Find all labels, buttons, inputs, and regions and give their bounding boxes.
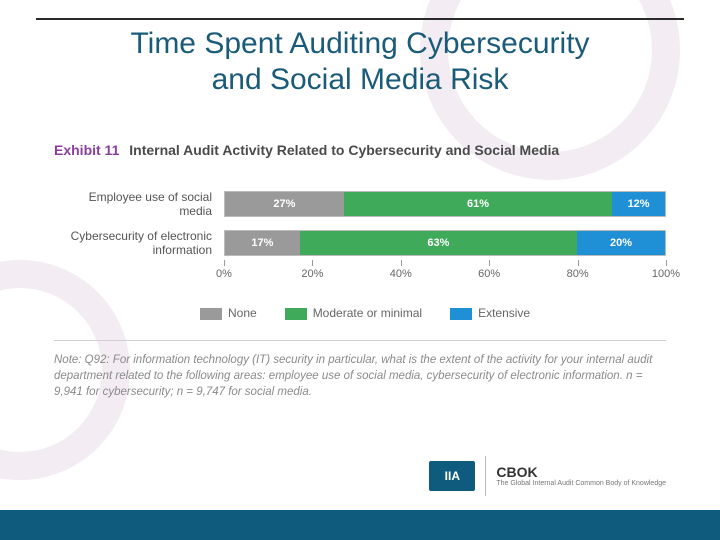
iia-logo: IIA bbox=[429, 461, 475, 491]
bar-segment: 27% bbox=[225, 192, 344, 216]
bar-segment: 12% bbox=[612, 192, 665, 216]
iia-logo-label: IIA bbox=[445, 469, 460, 483]
x-tick: 0% bbox=[216, 268, 232, 280]
note-rule bbox=[54, 340, 666, 341]
x-tick: 80% bbox=[567, 268, 589, 280]
exhibit-text: Internal Audit Activity Related to Cyber… bbox=[129, 142, 559, 158]
bar-segment: 20% bbox=[577, 231, 665, 255]
chart-row: Employee use of social media27%61%12% bbox=[54, 190, 666, 219]
legend-label: None bbox=[228, 306, 257, 320]
x-tick: 60% bbox=[478, 268, 500, 280]
title-rule bbox=[36, 18, 684, 20]
bar-segment: 61% bbox=[344, 192, 612, 216]
exhibit-number: Exhibit 11 bbox=[54, 142, 119, 158]
page-title: Time Spent Auditing Cybersecurityand Soc… bbox=[0, 26, 720, 98]
legend-item: None bbox=[200, 306, 257, 320]
legend-label: Extensive bbox=[478, 306, 530, 320]
x-tick: 40% bbox=[390, 268, 412, 280]
footer-bar bbox=[0, 510, 720, 540]
legend-item: Moderate or minimal bbox=[285, 306, 422, 320]
cbok-sub: The Global Internal Audit Common Body of… bbox=[496, 480, 666, 488]
legend-swatch bbox=[200, 308, 222, 320]
bar: 27%61%12% bbox=[224, 191, 666, 217]
stacked-bar-chart: Employee use of social media27%61%12%Cyb… bbox=[54, 190, 666, 286]
footer-logos: IIA CBOK The Global Internal Audit Commo… bbox=[429, 456, 666, 496]
cbok-label: CBOK bbox=[496, 464, 666, 480]
bar-segment: 17% bbox=[225, 231, 300, 255]
cbok-logo: CBOK The Global Internal Audit Common Bo… bbox=[496, 464, 666, 488]
logo-divider bbox=[485, 456, 486, 496]
chart-legend: None Moderate or minimal Extensive bbox=[200, 306, 666, 320]
legend-swatch bbox=[285, 308, 307, 320]
chart-note: Note: Q92: For information technology (I… bbox=[54, 352, 666, 400]
bar-segment: 63% bbox=[300, 231, 577, 255]
legend-label: Moderate or minimal bbox=[313, 306, 422, 320]
x-tick: 20% bbox=[301, 268, 323, 280]
chart-row: Cybersecurity of electronic information1… bbox=[54, 229, 666, 258]
exhibit-heading: Exhibit 11 Internal Audit Activity Relat… bbox=[54, 142, 666, 158]
legend-item: Extensive bbox=[450, 306, 530, 320]
legend-swatch bbox=[450, 308, 472, 320]
x-axis: 0%20%40%60%80%100% bbox=[224, 268, 666, 286]
bar: 17%63%20% bbox=[224, 230, 666, 256]
y-axis-label: Cybersecurity of electronic information bbox=[54, 229, 224, 258]
x-tick: 100% bbox=[652, 268, 680, 280]
y-axis-label: Employee use of social media bbox=[54, 190, 224, 219]
